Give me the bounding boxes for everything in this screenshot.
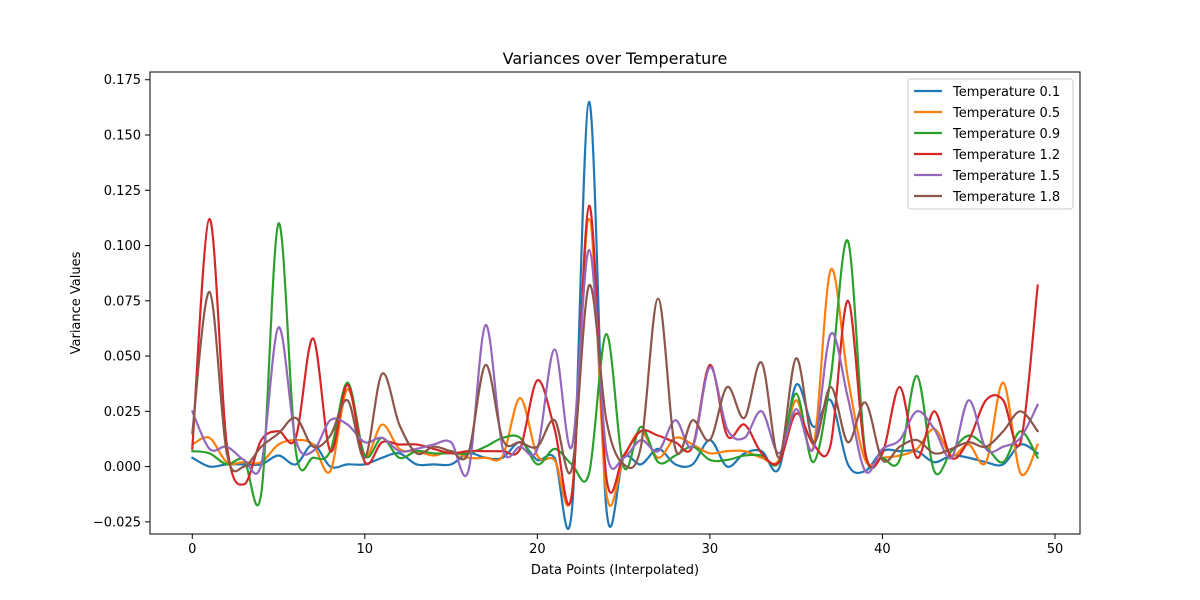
legend-box (907, 78, 1074, 210)
chart-title: Variances over Temperature (503, 49, 728, 68)
x-tick-label: 20 (529, 542, 546, 557)
series-layer (191, 100, 1039, 531)
y-tick-label: 0.025 (104, 405, 141, 420)
x-tick-label: 40 (874, 542, 891, 557)
legend-label: Temperature 1.2 (952, 148, 1060, 163)
x-axis-label: Data Points (Interpolated) (531, 563, 699, 578)
y-tick-label: 0.150 (104, 129, 141, 144)
y-tick-label: 0.125 (104, 184, 141, 199)
legend-label: Temperature 0.5 (952, 106, 1060, 121)
series-line-5 (191, 284, 1039, 475)
legend-label: Temperature 1.8 (952, 190, 1060, 205)
x-tick-label: 0 (188, 542, 196, 557)
legend-label: Temperature 0.1 (952, 85, 1060, 100)
y-tick-label: 0.100 (104, 239, 141, 254)
legend-label: Temperature 0.9 (952, 127, 1060, 142)
legend-label: Temperature 1.5 (952, 169, 1060, 184)
y-tick-label: 0.175 (104, 73, 141, 88)
series-line-1 (191, 217, 1039, 507)
y-axis: −0.025 0.000 0.025 0.050 0.075 0.100 0.125 0.15… (93, 73, 150, 530)
y-tick-label: 0.075 (104, 294, 141, 309)
y-tick-label: 0.000 (104, 460, 141, 475)
series-line-2 (191, 222, 1039, 507)
x-tick-label: 50 (1047, 542, 1064, 557)
y-tick-label: −0.025 (93, 515, 141, 530)
legend: Temperature 0.1 Temperature 0.5 Temperatur… (907, 78, 1074, 210)
x-axis: 0 10 20 30 40 50 (188, 534, 1063, 557)
x-tick-label: 30 (702, 542, 719, 557)
x-tick-label: 10 (357, 542, 374, 557)
plot-frame (149, 71, 1081, 535)
y-axis-label: Variance Values (69, 251, 84, 354)
y-tick-label: 0.050 (104, 350, 141, 365)
